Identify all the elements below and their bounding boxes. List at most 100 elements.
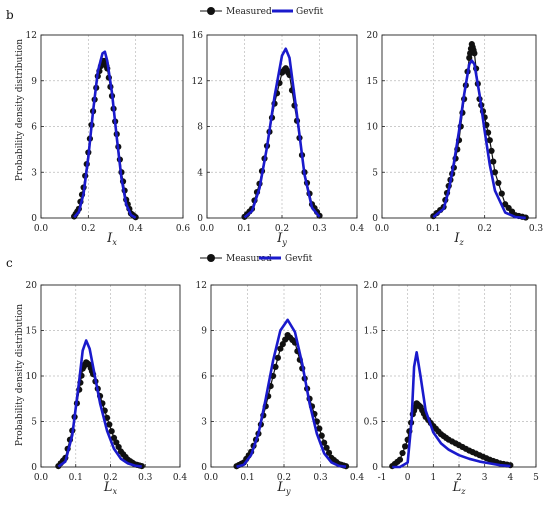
legend-measured-marker bbox=[207, 7, 215, 15]
measured-point bbox=[466, 54, 473, 61]
y-tick-label: 0 bbox=[197, 214, 203, 224]
measured-point bbox=[277, 345, 284, 352]
y-axis-label-top: Probability density distribution bbox=[15, 39, 25, 181]
x-tick-label: 0.4 bbox=[129, 224, 144, 234]
x-tick-label: 0.4 bbox=[350, 473, 365, 483]
y-tick-label: 0 bbox=[201, 463, 207, 473]
y-tick-label: 6 bbox=[31, 123, 37, 133]
x-axis-label-subscript: y bbox=[285, 487, 291, 496]
y-tick-label: 20 bbox=[367, 31, 379, 41]
x-tick-label: 0.0 bbox=[34, 224, 49, 234]
plot-frame bbox=[210, 284, 358, 468]
measured-point bbox=[316, 425, 323, 432]
x-tick-label: -1 bbox=[378, 473, 387, 483]
y-tick-label: 2.0 bbox=[364, 281, 379, 291]
x-tick-label: 0.0 bbox=[204, 473, 219, 483]
plot-area: 0.0 0.2 0.4 0.6 0 3 6 9 12 Ix 0.0 0.1 0.2 0.3 0.4 0 4 8 12… bbox=[26, 31, 544, 496]
y-tick-label: 12 bbox=[26, 31, 37, 41]
x-tick-label: 0.2 bbox=[478, 224, 492, 234]
measured-point bbox=[396, 456, 404, 463]
measured-point bbox=[282, 336, 289, 343]
x-tick-label: 0.1 bbox=[426, 224, 440, 234]
chart-panel-6: -1 0 1 2 3 4 500.51.01.52.0Lz bbox=[364, 281, 539, 496]
measured-point bbox=[495, 179, 502, 187]
x-axis-label-subscript: z bbox=[458, 238, 464, 247]
y-tick-label: 3 bbox=[31, 168, 37, 178]
x-tick-label: 4 bbox=[507, 473, 513, 483]
legend-top: Measured Gevfit bbox=[200, 7, 324, 17]
x-tick-label: 0.3 bbox=[529, 224, 544, 234]
measured-point bbox=[323, 444, 330, 451]
plot-frame bbox=[381, 34, 537, 219]
gevfit-series-line bbox=[57, 339, 142, 468]
x-tick-label: 0.0 bbox=[375, 224, 390, 234]
plot-frame bbox=[40, 34, 184, 219]
x-tick-label: 0.1 bbox=[237, 224, 251, 234]
legend-measured-label: Measured bbox=[226, 7, 272, 17]
x-tick-label: 0.2 bbox=[277, 473, 291, 483]
measured-point bbox=[272, 363, 279, 370]
y-tick-label: 0 bbox=[372, 463, 378, 473]
x-axis-label-subscript: y bbox=[281, 238, 287, 247]
gevfit-series-line bbox=[392, 351, 511, 469]
measured-point bbox=[274, 354, 282, 361]
y-tick-label: 16 bbox=[192, 31, 204, 41]
x-tick-label: 0.0 bbox=[200, 224, 215, 234]
measured-series-line bbox=[57, 361, 142, 467]
x-tick-label: 0.3 bbox=[312, 224, 327, 234]
x-tick-label: 0.4 bbox=[350, 224, 365, 234]
y-tick-label: 20 bbox=[26, 281, 38, 291]
legend-bottom: Measured Gevfit bbox=[200, 254, 313, 264]
measured-point bbox=[108, 428, 115, 435]
measured-point bbox=[471, 50, 478, 57]
chart-panel-3: 0.0 0.1 0.2 0.3 0 5 10 15 20 Iz bbox=[367, 31, 544, 247]
measured-point bbox=[279, 341, 286, 348]
chart-panel-2: 0.0 0.1 0.2 0.3 0.4 0 4 8 12 16 Iy bbox=[192, 31, 365, 247]
y-tick-label: 10 bbox=[26, 372, 38, 382]
measured-point bbox=[321, 439, 328, 446]
y-tick-label: 0 bbox=[372, 214, 378, 224]
x-tick-label: 0.0 bbox=[34, 473, 49, 483]
legend-fit-label: Gevfit bbox=[296, 7, 324, 17]
y-tick-label: 9 bbox=[31, 77, 37, 87]
x-tick-label: 5 bbox=[533, 473, 539, 483]
gevfit-series-line bbox=[73, 50, 137, 219]
y-tick-label: 5 bbox=[372, 168, 378, 178]
legend-measured-marker bbox=[207, 254, 215, 262]
x-tick-label: 0.6 bbox=[176, 224, 191, 234]
gevfit-series-line bbox=[432, 59, 526, 220]
x-axis-label-subscript: x bbox=[113, 487, 118, 496]
y-tick-label: 0.5 bbox=[364, 418, 379, 428]
y-tick-label: 6 bbox=[201, 372, 207, 382]
measured-point bbox=[490, 158, 497, 165]
x-axis-label: Lz bbox=[452, 480, 467, 496]
measured-point bbox=[486, 137, 493, 144]
x-tick-label: 0.1 bbox=[240, 473, 254, 483]
gevfit-series-line bbox=[236, 318, 347, 468]
y-tick-label: 15 bbox=[367, 77, 379, 87]
y-axis-label-bottom: Probability density distribution bbox=[15, 304, 25, 446]
y-tick-label: 10 bbox=[367, 123, 379, 133]
x-tick-label: 0.3 bbox=[313, 473, 328, 483]
panel-label-c: c bbox=[6, 256, 13, 270]
x-tick-label: 0.1 bbox=[69, 473, 83, 483]
x-tick-label: 0.2 bbox=[275, 224, 289, 234]
y-tick-label: 5 bbox=[31, 418, 37, 428]
measured-point bbox=[402, 443, 409, 450]
x-axis-label-subscript: z bbox=[460, 487, 466, 496]
x-axis-label: Ix bbox=[106, 231, 117, 247]
y-tick-label: 0 bbox=[31, 214, 37, 224]
gevfit-series-line bbox=[243, 47, 321, 219]
measured-point bbox=[488, 147, 495, 154]
x-tick-label: 0 bbox=[405, 473, 411, 483]
plot-frame bbox=[40, 284, 181, 468]
y-tick-label: 8 bbox=[197, 123, 203, 133]
x-tick-label: 0.4 bbox=[173, 473, 188, 483]
x-tick-label: 2 bbox=[456, 473, 462, 483]
x-tick-label: 3 bbox=[482, 473, 488, 483]
x-axis-label: Iy bbox=[276, 231, 287, 247]
y-tick-label: 12 bbox=[192, 77, 203, 87]
